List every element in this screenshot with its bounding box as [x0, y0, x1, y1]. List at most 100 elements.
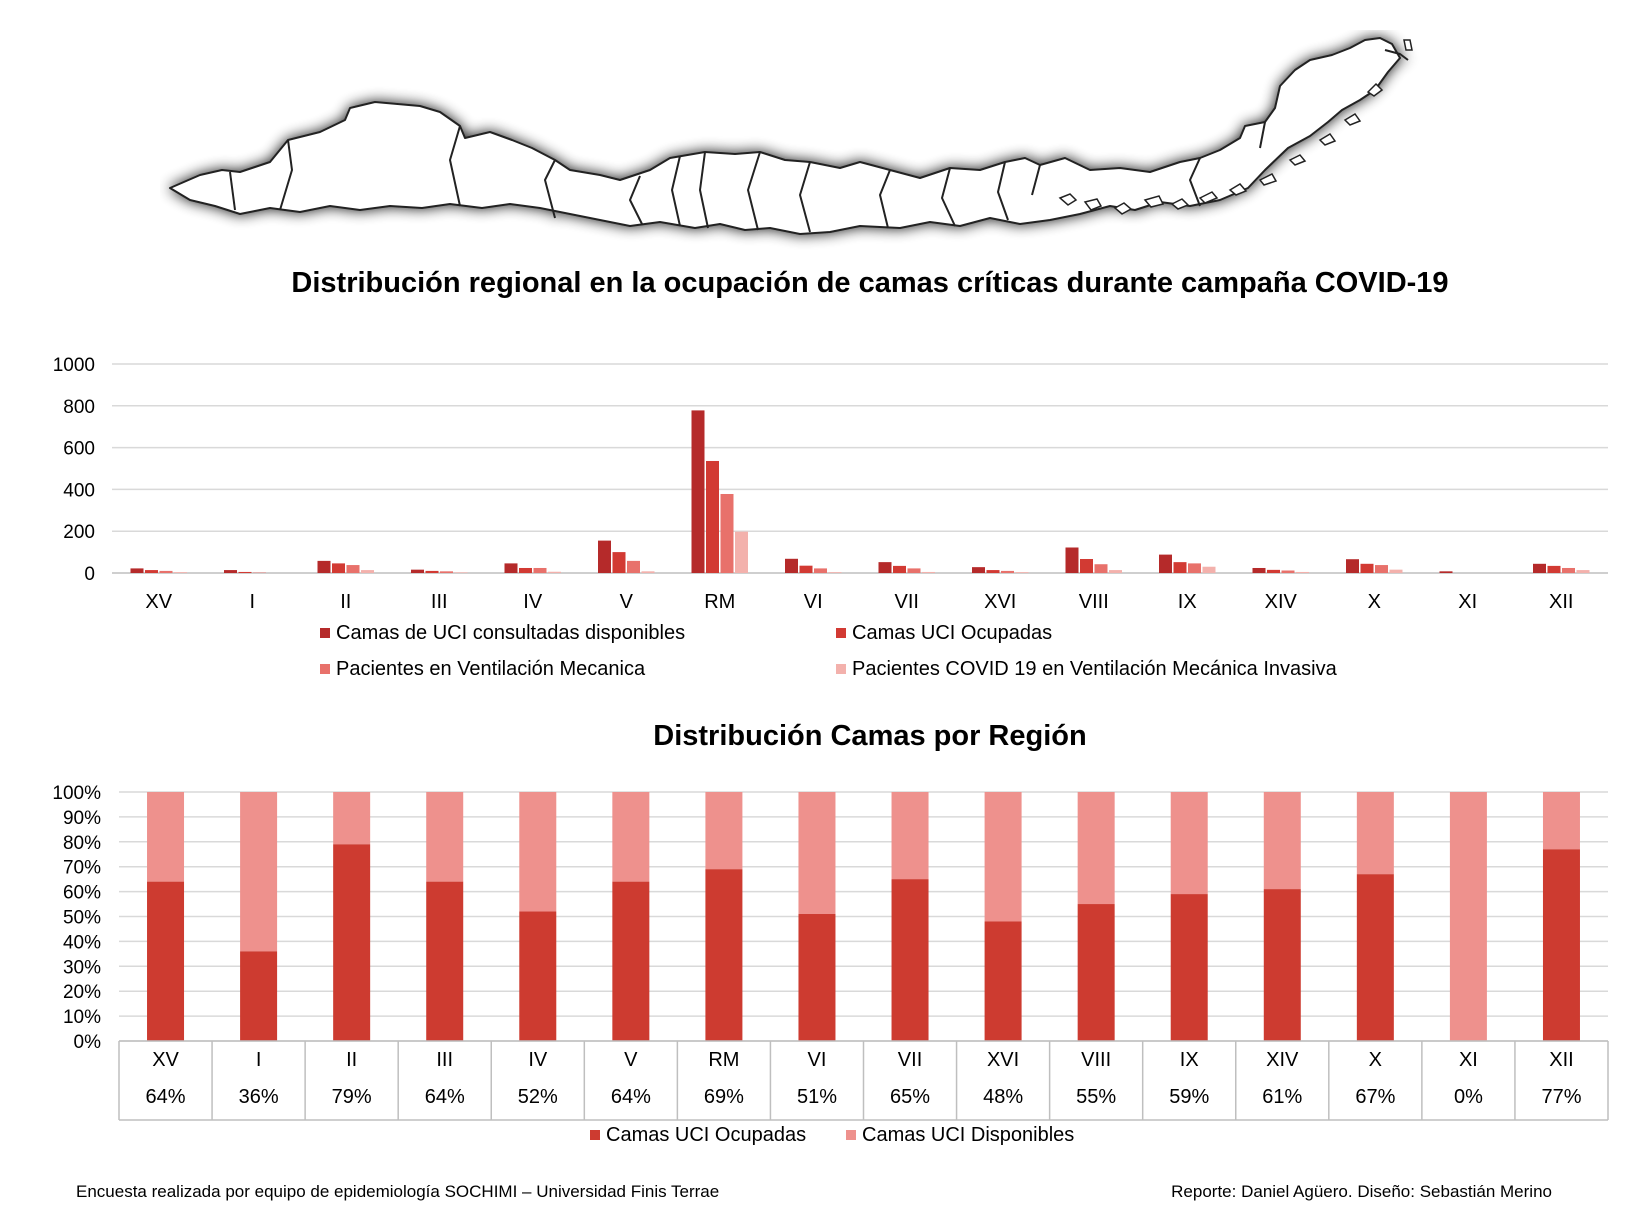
- bar: [425, 570, 439, 573]
- bar-ocupadas: [426, 881, 464, 1041]
- bar: [174, 572, 187, 573]
- x-tick-label: RM: [704, 591, 735, 613]
- legend-swatch-disponibles: [846, 1130, 856, 1140]
- y-tick-label: 90%: [63, 808, 101, 829]
- legend-item-disponibles: Camas UCI Disponibles: [846, 1124, 1074, 1147]
- y-tick-label: 400: [63, 480, 95, 501]
- y-tick-label: 1000: [53, 355, 95, 376]
- percent-label: 64%: [146, 1086, 186, 1108]
- percent-label: 79%: [332, 1086, 372, 1108]
- bar: [828, 572, 842, 573]
- percent-label: 77%: [1541, 1086, 1581, 1108]
- bar: [785, 558, 798, 573]
- legend-swatch-series-3: [320, 664, 330, 674]
- percent-label: 67%: [1355, 1086, 1395, 1108]
- chart2-title: Distribución Camas por Región: [653, 720, 1087, 752]
- bar: [878, 562, 892, 573]
- bar-disponibles: [612, 792, 650, 882]
- bar: [533, 567, 547, 573]
- y-tick-label: 60%: [63, 883, 101, 904]
- footer-source: Encuesta realizada por equipo de epidemi…: [76, 1182, 720, 1201]
- bar: [1252, 567, 1266, 573]
- x-tick-label: II: [346, 1049, 357, 1071]
- x-tick-label: RM: [708, 1049, 739, 1071]
- bar-disponibles: [519, 792, 557, 912]
- legend-swatch-series-2: [836, 628, 846, 638]
- bar: [720, 493, 734, 573]
- bar: [1375, 565, 1388, 573]
- bar: [735, 531, 748, 573]
- bar: [1267, 569, 1280, 573]
- bar-ocupadas: [891, 879, 929, 1041]
- bar-disponibles: [240, 792, 278, 952]
- bar: [612, 552, 626, 573]
- bar: [1439, 571, 1453, 573]
- x-tick-label: XI: [1458, 591, 1477, 613]
- percent-label: 65%: [890, 1086, 930, 1108]
- x-tick-label: V: [620, 591, 634, 613]
- x-tick-label: V: [624, 1049, 638, 1071]
- bar: [972, 567, 985, 573]
- y-tick-label: 40%: [63, 932, 101, 953]
- bar: [922, 571, 935, 573]
- bar: [548, 571, 561, 573]
- legend-label: Camas de UCI consultadas disponibles: [336, 622, 686, 644]
- chart1-legend: Camas de UCI consultadas disponibles Cam…: [0, 622, 1650, 702]
- bar-disponibles: [984, 792, 1022, 922]
- bar-disponibles: [1356, 792, 1394, 875]
- bar: [627, 560, 640, 573]
- bar: [1202, 566, 1216, 573]
- x-tick-label: XV: [152, 1049, 179, 1071]
- percent-label: 36%: [239, 1086, 279, 1108]
- bar: [1015, 572, 1029, 573]
- bar-disponibles: [891, 792, 929, 880]
- y-tick-label: 20%: [63, 982, 101, 1003]
- percent-label: 0%: [1454, 1086, 1483, 1108]
- legend-label: Camas UCI Disponibles: [862, 1124, 1075, 1146]
- bar: [1547, 565, 1561, 573]
- bar: [1109, 570, 1122, 573]
- x-tick-label: XII: [1549, 1049, 1573, 1071]
- percent-label: 61%: [1262, 1086, 1302, 1108]
- bar: [1173, 562, 1187, 573]
- bar: [1065, 547, 1079, 573]
- bar: [1001, 570, 1014, 573]
- legend-item-series-4: Pacientes COVID 19 en Ventilación Mecáni…: [836, 658, 1337, 681]
- percent-label: 64%: [611, 1086, 651, 1108]
- x-tick-label: XVI: [987, 1049, 1019, 1071]
- legend-item-series-3: Pacientes en Ventilación Mecanica: [320, 658, 645, 681]
- bar-ocupadas: [519, 911, 557, 1041]
- y-tick-label: 0%: [74, 1032, 102, 1053]
- x-tick-label: I: [249, 591, 255, 613]
- bar: [1346, 559, 1359, 573]
- bar-ocupadas: [1356, 874, 1394, 1041]
- footer-credits: Reporte: Daniel Agüero. Diseño: Sebastiá…: [1171, 1182, 1552, 1201]
- legend-item-ocupadas: Camas UCI Ocupadas: [590, 1124, 806, 1147]
- bar: [440, 571, 453, 573]
- y-tick-label: 0: [84, 564, 95, 585]
- bar-ocupadas: [705, 869, 743, 1041]
- bar-ocupadas: [333, 844, 371, 1041]
- y-tick-label: 600: [63, 439, 95, 460]
- bar-ocupadas: [147, 881, 185, 1041]
- x-tick-label: IX: [1180, 1049, 1199, 1071]
- legend-swatch-ocupadas: [590, 1130, 600, 1140]
- bar-ocupadas: [1542, 849, 1580, 1041]
- x-tick-label: VI: [804, 591, 823, 613]
- bar: [411, 569, 424, 573]
- bar: [1576, 570, 1590, 573]
- bar: [145, 570, 158, 573]
- bar-disponibles: [705, 792, 743, 870]
- bar: [598, 540, 611, 573]
- bar: [346, 565, 360, 573]
- x-tick-label: I: [256, 1049, 262, 1071]
- bar: [986, 570, 1000, 573]
- legend-item-series-2: Camas UCI Ocupadas: [836, 622, 1052, 645]
- bar: [1094, 564, 1108, 573]
- bar: [799, 565, 813, 573]
- bar: [1360, 563, 1374, 573]
- legend-swatch-series-1: [320, 628, 330, 638]
- bar-ocupadas: [1170, 894, 1208, 1041]
- y-tick-label: 30%: [63, 957, 101, 978]
